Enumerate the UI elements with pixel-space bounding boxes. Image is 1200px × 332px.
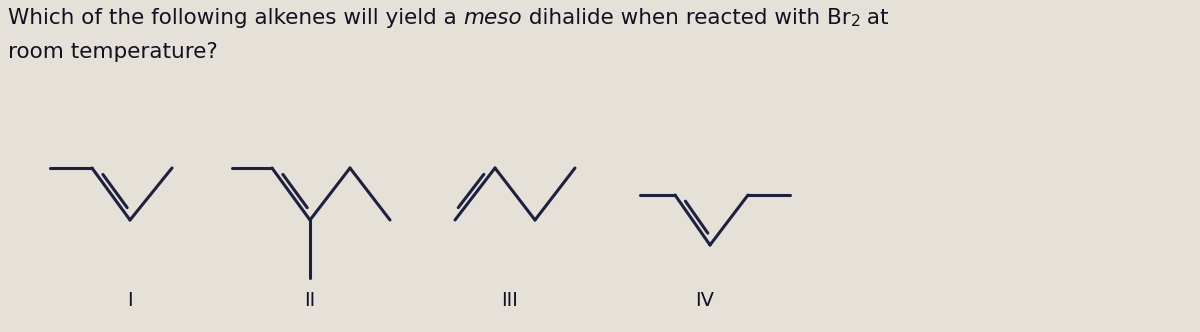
Text: dihalide when reacted with Br: dihalide when reacted with Br xyxy=(522,8,851,28)
Text: 2: 2 xyxy=(851,14,860,29)
Text: meso: meso xyxy=(463,8,522,28)
Text: I: I xyxy=(127,290,133,309)
Text: Which of the following alkenes will yield a: Which of the following alkenes will yiel… xyxy=(8,8,463,28)
Text: at: at xyxy=(859,8,888,28)
Text: IV: IV xyxy=(696,290,714,309)
Text: room temperature?: room temperature? xyxy=(8,42,217,62)
Text: III: III xyxy=(502,290,518,309)
Text: II: II xyxy=(305,290,316,309)
